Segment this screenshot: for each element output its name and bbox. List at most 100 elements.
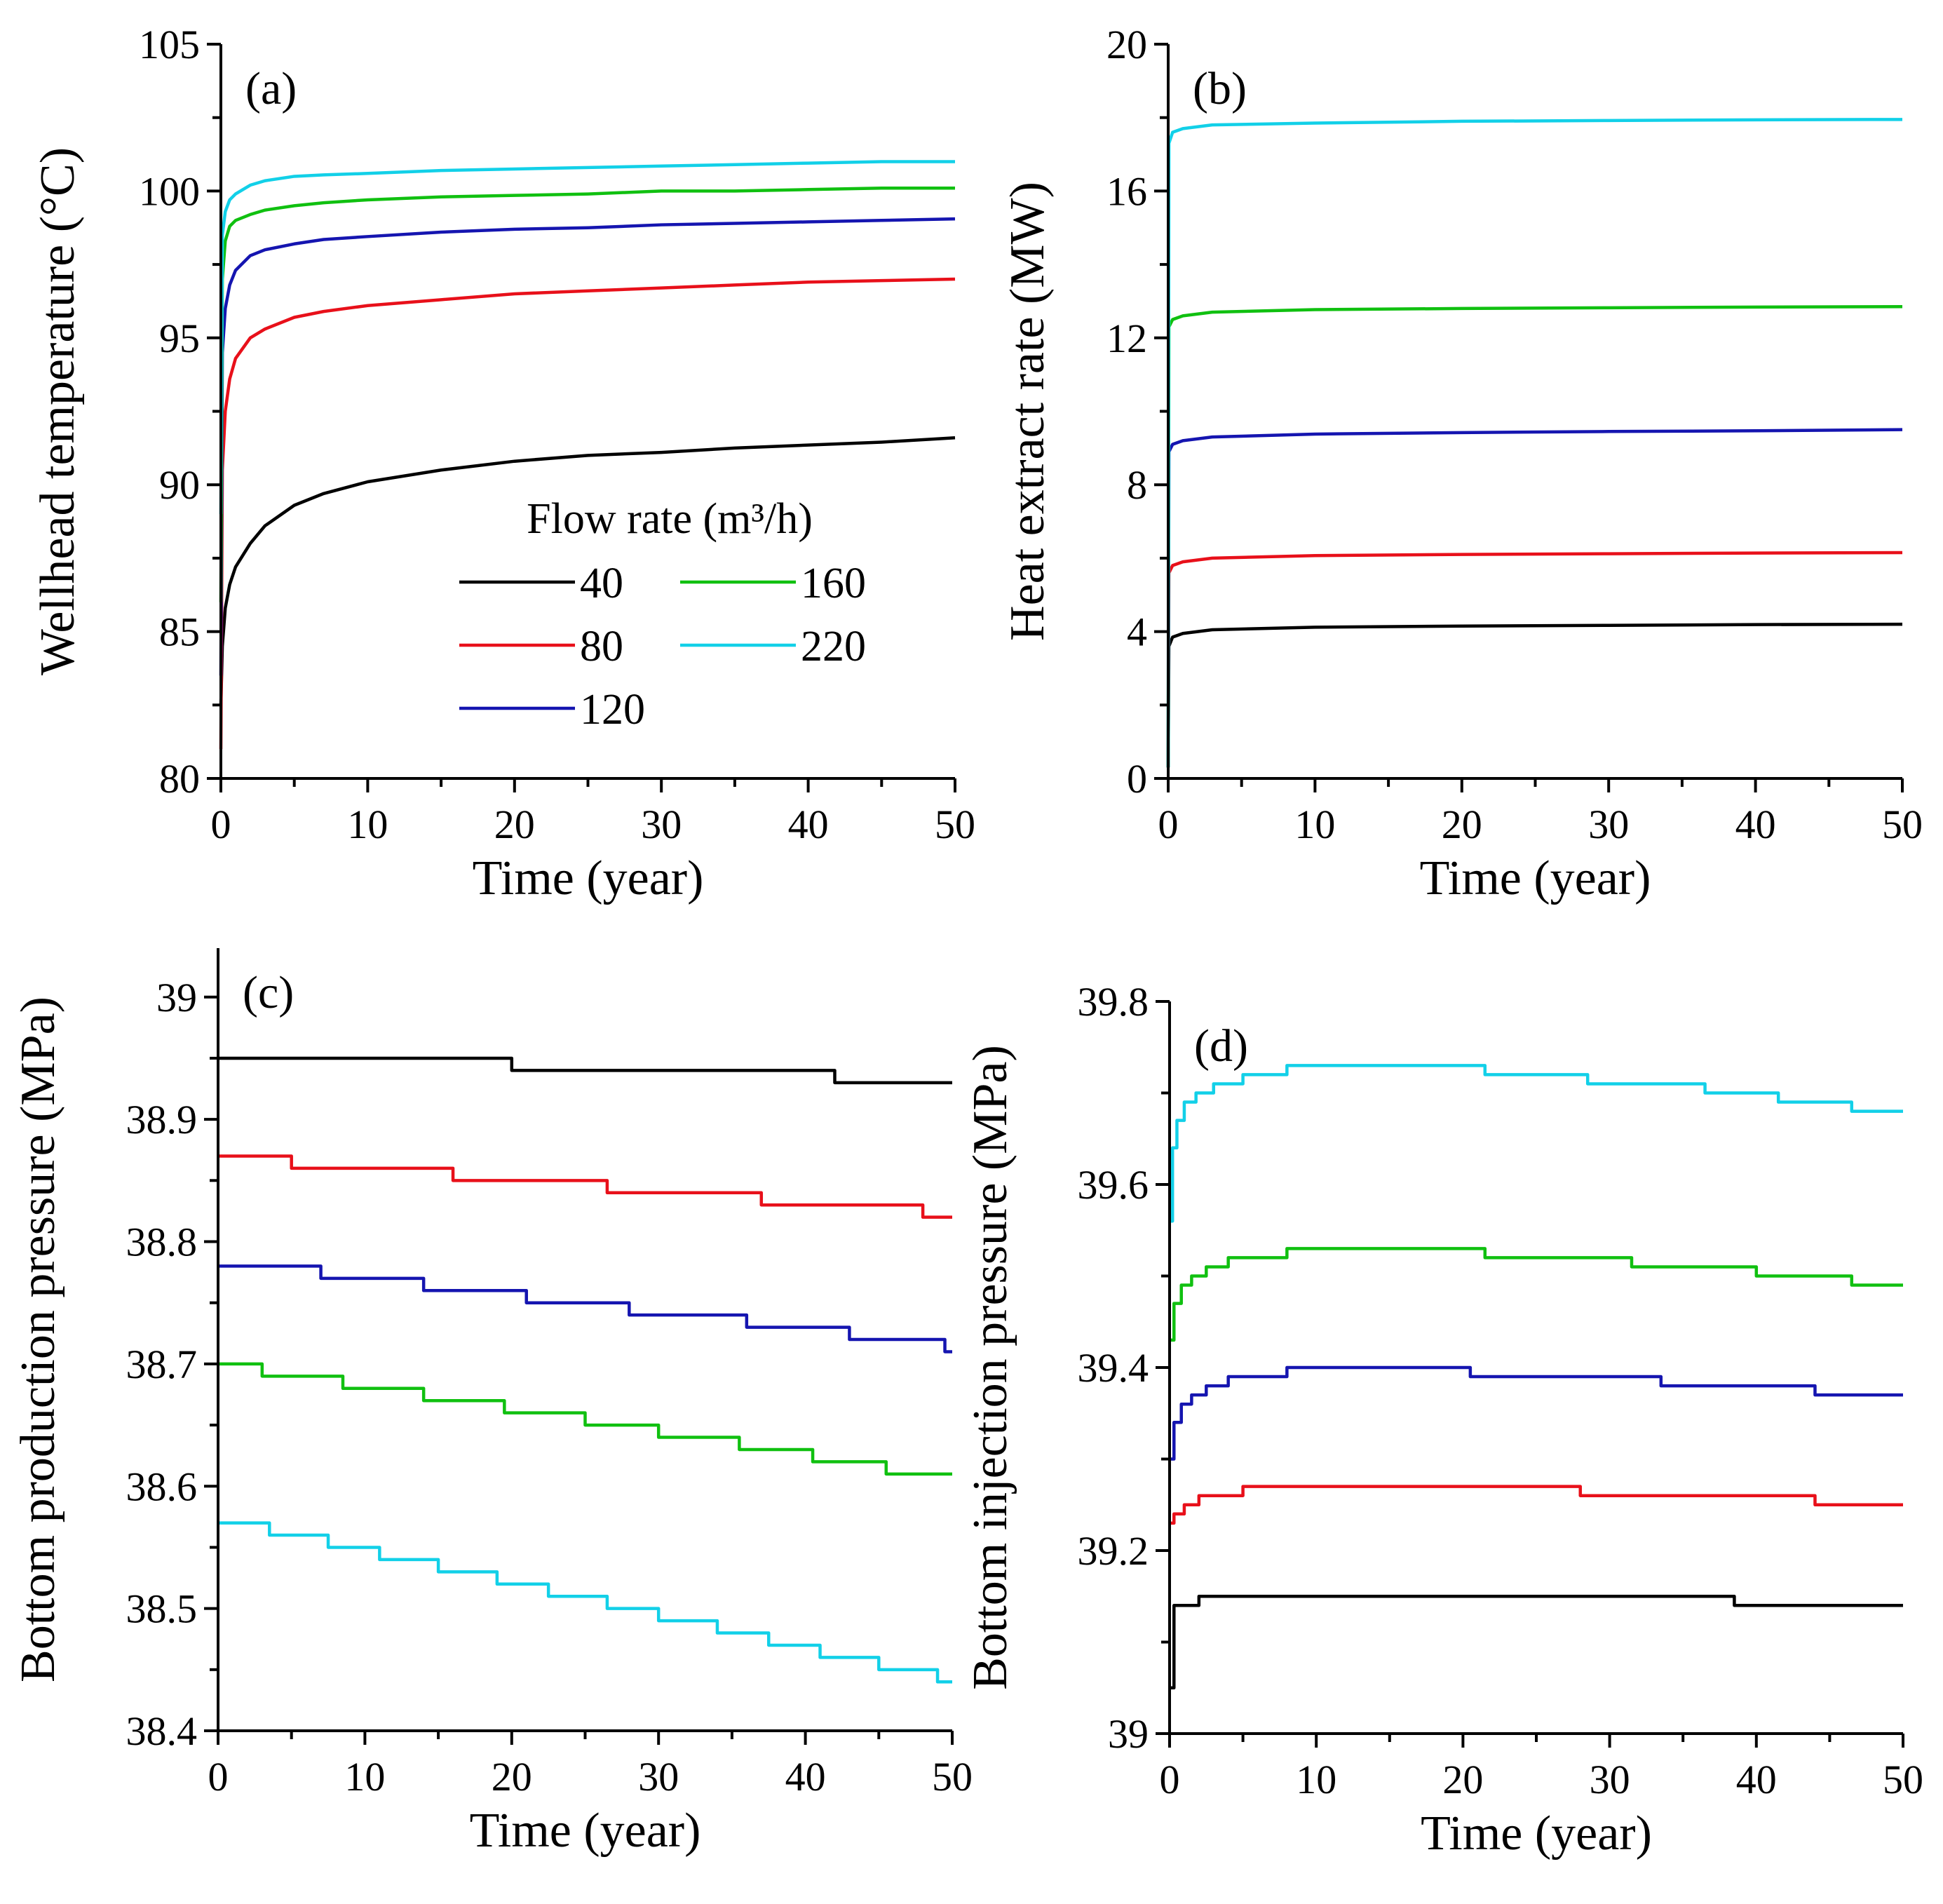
y-axis-label: Bottom injection pressure (MPa) (963, 1045, 1017, 1690)
series-line-160 (1166, 305, 1903, 768)
x-tick-label: 40 (1735, 802, 1776, 847)
y-tick-label: 39.2 (1078, 1528, 1149, 1574)
y-tick-label: 39.8 (1078, 979, 1149, 1025)
y-tick-label: 38.6 (126, 1464, 198, 1509)
series-line-40 (219, 436, 956, 705)
y-tick-label: 20 (1106, 22, 1147, 67)
y-tick-label: 38.9 (126, 1097, 198, 1142)
y-tick-label: 39.4 (1078, 1345, 1149, 1391)
x-tick-label: 50 (935, 802, 975, 847)
y-tick-label: 105 (139, 22, 200, 67)
panel-label: (a) (245, 63, 297, 114)
y-tick-label: 12 (1106, 316, 1147, 361)
x-tick-label: 10 (344, 1754, 385, 1800)
legend-item-220: 220 (680, 623, 866, 670)
x-tick-label: 0 (1160, 1757, 1180, 1802)
series-line-220 (1170, 1064, 1903, 1223)
y-tick-label: 39 (1108, 1711, 1149, 1757)
legend-label: 40 (580, 560, 623, 607)
series-line-40 (1166, 622, 1903, 768)
panel-a: 0 10 20 30 40 50 80 85 90 95 100 105 Time (year) Well… (31, 22, 975, 905)
x-tick-label: 50 (1883, 1757, 1923, 1802)
panel-c: 0 10 20 30 40 50 38.4 38.5 38.6 38.7 38.8 38.9 39 Tim… (11, 948, 973, 1858)
x-tick-label: 10 (1296, 1757, 1336, 1802)
y-axis-label: Bottom production pressure (MPa) (11, 997, 65, 1682)
series-line-220 (218, 1521, 952, 1684)
y-tick-label: 16 (1106, 168, 1147, 214)
series-line-40 (218, 1056, 952, 1085)
panel-d: 0 10 20 30 40 50 39 39.2 39.4 39.6 39.8 Time (year)… (963, 979, 1923, 1861)
x-axis-label: Time (year) (470, 1804, 701, 1858)
x-tick-label: 0 (208, 1754, 229, 1800)
series-group (218, 1056, 952, 1684)
legend-label: 80 (580, 623, 623, 670)
series-line-120 (219, 217, 956, 676)
panel-label: (d) (1194, 1020, 1248, 1072)
y-axis-label: Heat extract rate (MW) (1001, 182, 1055, 641)
x-tick-label: 40 (1736, 1757, 1777, 1802)
series-line-120 (1166, 428, 1903, 768)
x-tick-label: 20 (494, 802, 535, 847)
series-line-80 (1166, 551, 1903, 768)
series-line-220 (219, 160, 955, 515)
series-line-160 (1170, 1247, 1903, 1342)
y-tick-label: 38.4 (126, 1708, 198, 1754)
y-tick-label: 0 (1127, 756, 1147, 802)
series-line-120 (1170, 1365, 1903, 1461)
x-tick-label: 0 (1158, 802, 1179, 847)
x-axis-label: Time (year) (1420, 851, 1651, 905)
series-line-80 (1170, 1485, 1903, 1525)
x-tick-label: 10 (1294, 802, 1335, 847)
y-tick-label: 85 (159, 609, 200, 655)
y-tick-label: 39 (156, 975, 197, 1020)
legend-item-80: 80 (459, 623, 623, 670)
series-line-40 (1170, 1595, 1903, 1689)
x-tick-label: 30 (638, 1754, 679, 1800)
y-tick-label: 38.8 (126, 1220, 198, 1265)
y-tick-label: 8 (1127, 462, 1147, 508)
y-tick-label: 38.7 (126, 1342, 198, 1387)
x-axis-label: Time (year) (1421, 1807, 1652, 1861)
legend-title: Flow rate (m³/h) (527, 495, 813, 543)
y-tick-label: 38.5 (126, 1586, 198, 1632)
legend: Flow rate (m³/h) 40 80 120 160 220 (459, 495, 866, 734)
x-tick-label: 10 (347, 802, 388, 847)
x-axis-label: Time (year) (473, 851, 704, 905)
legend-label: 120 (580, 686, 645, 734)
series-group (1166, 118, 1903, 768)
x-tick-label: 20 (492, 1754, 532, 1800)
y-tick-label: 100 (139, 168, 200, 214)
x-tick-label: 20 (1442, 1757, 1483, 1802)
x-tick-label: 40 (788, 802, 829, 847)
y-tick-label: 95 (159, 316, 200, 361)
x-tick-label: 40 (785, 1754, 826, 1800)
series-line-160 (218, 1362, 952, 1476)
y-tick-label: 39.6 (1078, 1162, 1149, 1208)
y-tick-label: 90 (159, 462, 200, 508)
x-tick-label: 30 (641, 802, 682, 847)
series-group (1170, 1064, 1903, 1689)
panel-label: (b) (1193, 63, 1247, 114)
series-line-160 (219, 186, 955, 602)
x-tick-label: 50 (1882, 802, 1923, 847)
series-group (219, 160, 956, 750)
y-tick-label: 4 (1127, 609, 1147, 655)
legend-item-40: 40 (459, 560, 623, 607)
x-tick-label: 50 (932, 1754, 973, 1800)
x-tick-label: 0 (211, 802, 231, 847)
series-line-80 (218, 1154, 952, 1219)
series-line-220 (1166, 118, 1903, 768)
y-axis-label: Wellhead temperature (°C) (31, 147, 85, 675)
series-line-80 (219, 277, 956, 750)
legend-label: 160 (801, 560, 866, 607)
legend-label: 220 (801, 623, 866, 670)
legend-item-160: 160 (680, 560, 866, 607)
x-tick-label: 30 (1590, 1757, 1630, 1802)
x-tick-label: 30 (1588, 802, 1629, 847)
legend-item-120: 120 (459, 686, 645, 734)
series-line-120 (218, 1264, 952, 1353)
panel-label: (c) (243, 967, 294, 1018)
x-tick-label: 20 (1442, 802, 1482, 847)
